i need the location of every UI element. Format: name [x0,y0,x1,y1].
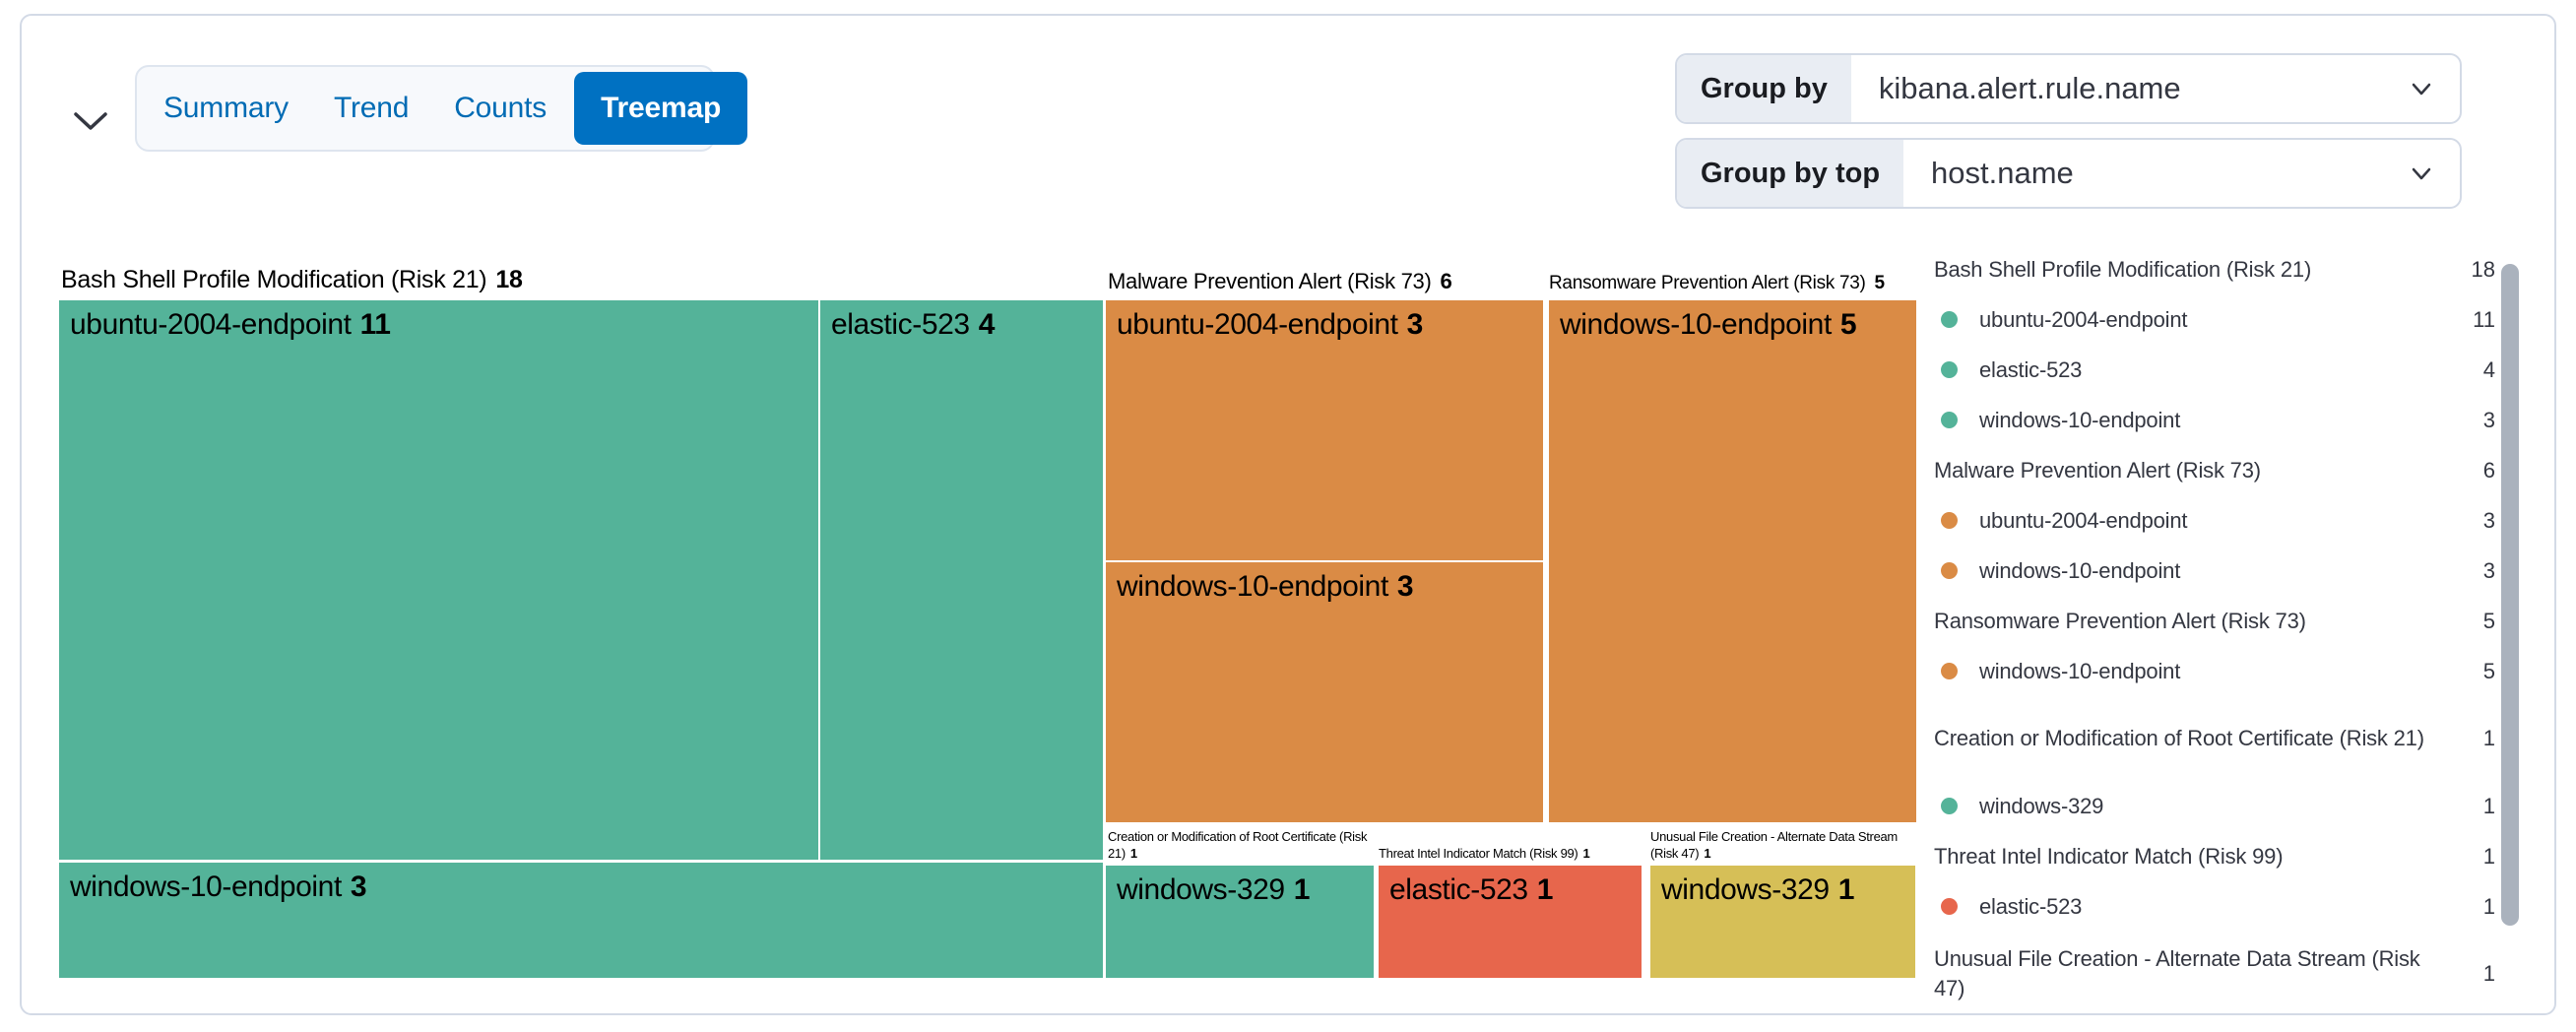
legend-label: windows-10-endpoint [1979,658,2181,683]
legend-item-rule[interactable]: Creation or Modification of Root Certifi… [1934,696,2495,781]
legend-item-host[interactable]: windows-329 1 [1934,781,2495,831]
alerts-panel: Summary Trend Counts Treemap Group by ki… [20,14,2556,1015]
legend-label: Bash Shell Profile Modification (Risk 21… [1934,256,2312,282]
collapse-panel-button[interactable] [67,98,114,146]
legend-count: 1 [2482,843,2495,869]
legend-item-host[interactable]: elastic-523 4 [1934,345,2495,395]
legend-scrollbar[interactable] [2501,264,2519,926]
tab-trend[interactable]: Trend [311,92,431,125]
legend-count: 3 [2482,507,2495,533]
legend-label: windows-10-endpoint [1979,557,2181,583]
treemap-cell[interactable]: windows-329 1 [1106,866,1374,978]
legend-label: elastic-523 [1979,356,2083,382]
legend-label: windows-329 [1979,793,2104,818]
treemap-cell[interactable]: elastic-523 4 [820,300,1103,860]
legend-count: 1 [2482,726,2495,750]
legend-count: 1 [2482,961,2495,986]
group-by-top-label: Group by top [1677,140,1904,207]
legend-color-dot [1941,663,1958,679]
treemap-cell[interactable]: windows-329 1 [1650,866,1915,978]
legend-label: Unusual File Creation - Alternate Data S… [1934,946,2420,1000]
group-by-label: Group by [1677,55,1851,122]
treemap-section-label: Unusual File Creation - Alternate Data S… [1650,829,1898,861]
tab-counts[interactable]: Counts [431,92,569,125]
legend-count: 6 [2482,457,2495,483]
legend-item-host[interactable]: elastic-523 1 [1934,881,2495,932]
treemap-cell[interactable]: ubuntu-2004-endpoint 3 [1106,300,1543,560]
legend-label: Creation or Modification of Root Certifi… [1934,726,2424,750]
legend-item-rule[interactable]: Malware Prevention Alert (Risk 73) 6 [1934,445,2495,495]
legend-count: 3 [2482,407,2495,432]
treemap-legend: Bash Shell Profile Modification (Risk 21… [1934,244,2495,1013]
legend-label: ubuntu-2004-endpoint [1979,306,2188,332]
legend-count: 5 [2482,608,2495,633]
treemap-cell[interactable]: windows-10-endpoint 5 [1549,300,1916,822]
legend-item-host[interactable]: windows-10-endpoint 3 [1934,546,2495,596]
legend-item-host[interactable]: ubuntu-2004-endpoint 11 [1934,294,2495,345]
legend-item-rule[interactable]: Threat Intel Indicator Match (Risk 99) 1 [1934,831,2495,881]
group-by-select[interactable]: Group by kibana.alert.rule.name [1675,53,2462,124]
treemap-cell[interactable]: elastic-523 1 [1379,866,1642,978]
legend-color-dot [1941,898,1958,915]
chevron-down-icon [2409,140,2460,207]
legend-item-rule[interactable]: Bash Shell Profile Modification (Risk 21… [1934,244,2495,294]
legend-item-rule[interactable]: Ransomware Prevention Alert (Risk 73) 5 [1934,596,2495,646]
legend-count: 1 [2482,793,2495,818]
group-by-value: kibana.alert.rule.name [1878,71,2181,105]
legend-label: ubuntu-2004-endpoint [1979,507,2188,533]
legend-label: Ransomware Prevention Alert (Risk 73) [1934,608,2306,633]
legend-count: 4 [2482,356,2495,382]
legend-color-dot [1941,361,1958,378]
legend-item-host[interactable]: windows-10-endpoint 3 [1934,395,2495,445]
view-tab-group: Summary Trend Counts Treemap [135,65,748,152]
treemap-section-label: Malware Prevention Alert (Risk 73) 6 [1108,269,1452,293]
legend-label: Malware Prevention Alert (Risk 73) [1934,457,2261,483]
legend-item-host[interactable]: ubuntu-2004-endpoint 3 [1934,495,2495,546]
legend-label: elastic-523 [1979,893,2083,919]
legend-count: 5 [2482,658,2495,683]
tab-summary[interactable]: Summary [141,92,311,125]
group-by-top-select[interactable]: Group by top host.name [1675,138,2462,209]
legend-label: windows-10-endpoint [1979,407,2181,432]
treemap-section-label: Bash Shell Profile Modification (Risk 21… [61,266,523,293]
legend-color-dot [1941,512,1958,529]
legend-item-rule[interactable]: Unusual File Creation - Alternate Data S… [1934,932,2495,1013]
group-by-top-value: host.name [1931,156,2074,190]
treemap-cell[interactable]: ubuntu-2004-endpoint 11 [59,300,818,860]
chevron-down-icon [2409,55,2460,122]
legend-label: Threat Intel Indicator Match (Risk 99) [1934,843,2284,869]
legend-count: 18 [2471,256,2495,282]
legend-count: 3 [2482,557,2495,583]
legend-count: 11 [2473,306,2495,332]
chevron-down-icon [71,107,110,138]
treemap-section-label: Threat Intel Indicator Match (Risk 99) 1 [1379,846,1590,861]
legend-item-host[interactable]: windows-10-endpoint 5 [1934,646,2495,696]
legend-count: 1 [2482,893,2495,919]
legend-color-dot [1941,798,1958,814]
treemap-cell[interactable]: windows-10-endpoint 3 [1106,562,1543,822]
treemap-cell[interactable]: windows-10-endpoint 3 [59,863,1103,978]
treemap-section-label: Ransomware Prevention Alert (Risk 73) 5 [1549,273,1885,293]
legend-color-dot [1941,311,1958,328]
legend-color-dot [1941,412,1958,428]
tab-treemap[interactable]: Treemap [574,72,748,145]
legend-color-dot [1941,562,1958,579]
treemap-section-label: Creation or Modification of Root Certifi… [1108,829,1368,861]
